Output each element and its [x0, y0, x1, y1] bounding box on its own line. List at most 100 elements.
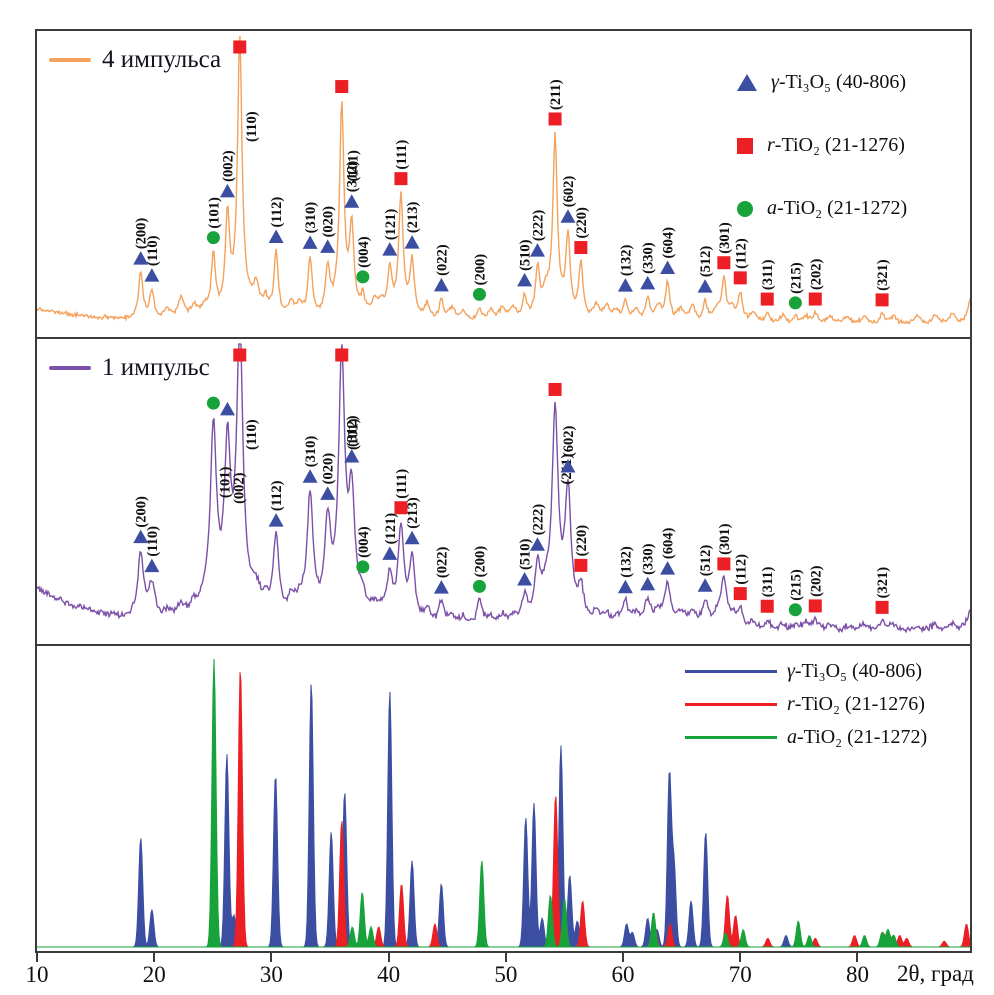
- hkl-peak-label: (004): [356, 236, 372, 268]
- anatase-TiO2-marker-circle-icon: [206, 231, 220, 245]
- rutile-TiO2-marker-square-icon: [875, 293, 889, 307]
- phase-legend-label: r-TiO₂ (21-1276): [767, 134, 905, 157]
- gamma-Ti3O5-marker-triangle-icon: [697, 279, 713, 293]
- gamma-Ti3O5-marker-triangle-icon: [133, 529, 149, 544]
- panel-1-pulse: (200) (110) (101) (002) (110) (112) (310) (020)…: [37, 337, 970, 644]
- x-axis-tick: [270, 953, 273, 962]
- xrd-pattern-4-pulses: (200)(110)(101)(002)(110)(112) (310) (020)…: [37, 35, 970, 325]
- legend-line-swatch: [49, 366, 91, 370]
- anatase-TiO2-marker-circle-icon: [472, 287, 486, 301]
- hkl-peak-label: (022): [434, 244, 450, 276]
- hkl-peak-label: (311): [760, 259, 776, 290]
- anatase-TiO2-marker-circle-icon: [356, 270, 370, 284]
- hkl-peak-label: (311): [760, 566, 776, 597]
- rutile-TiO2-marker-square-icon: [717, 557, 731, 571]
- diffraction-curve: [37, 343, 970, 634]
- hkl-peak-label: (330): [641, 543, 657, 575]
- rutile-TiO2-marker-square-icon: [875, 600, 889, 614]
- hkl-peak-label: (222): [530, 210, 546, 242]
- hkl-peak-label: (200): [472, 546, 488, 578]
- phase-name: -Ti₃O₅ (40-806): [778, 71, 906, 93]
- gamma-Ti3O5-marker-triangle-icon: [640, 275, 656, 290]
- phase-legend-row: γ-Ti₃O₅ (40-806): [737, 71, 907, 94]
- anatase-TiO2-marker-circle-icon: [206, 396, 220, 410]
- x-axis-tick: [739, 953, 742, 962]
- hkl-peak-label: (132): [618, 546, 634, 578]
- phase-legend-markers: γ-Ti₃O₅ (40-806) r-TiO₂ (21-1276) a -TiO₂ (…: [737, 71, 907, 260]
- x-axis-tick: [622, 953, 625, 962]
- hkl-peak-label: (312): [345, 161, 361, 193]
- hkl-peak-label: (602): [561, 425, 577, 457]
- rutile-TiO2-marker-square-icon: [548, 382, 562, 396]
- hkl-peak-label: (510): [518, 538, 534, 570]
- hkl-peak-label: (202): [808, 258, 824, 290]
- gamma-Ti3O5-marker-triangle-icon: [404, 530, 420, 545]
- hkl-peak-label: (101): [346, 150, 362, 182]
- hkl-peak-label: (321): [875, 259, 891, 291]
- x-axis-tick: [856, 953, 859, 962]
- x-axis-tick-label: 50: [494, 962, 518, 987]
- hkl-peak-label: (110): [244, 111, 260, 142]
- gamma-Ti3O5-marker-triangle-icon: [660, 260, 676, 274]
- rutile-TiO2-marker-square-icon: [233, 348, 247, 362]
- gamma-Ti3O5-marker-triangle-icon: [737, 74, 757, 91]
- hkl-peak-label: (310): [303, 202, 319, 234]
- gamma-Ti3O5-marker-triangle-icon: [133, 251, 149, 265]
- gamma-Ti3O5-marker-triangle-icon: [268, 513, 284, 527]
- hkl-peak-label: (310): [303, 436, 319, 468]
- gamma-Ti3O5-marker-triangle-icon: [617, 278, 633, 292]
- hkl-peak-label: (510): [518, 239, 534, 271]
- rutile-TiO2-marker-square-icon: [733, 587, 747, 601]
- x-axis-tick-label: 10: [25, 962, 49, 987]
- phase-legend-label: a-TiO₂ (21-1272): [787, 726, 927, 749]
- phase-legend-label: γ-Ti₃O₅ (40-806): [787, 660, 922, 683]
- phase-legend-lines: γ-Ti₃O₅ (40-806) r-TiO₂ (21-1276) a-TiO₂ (…: [685, 660, 927, 759]
- anatase-TiO2-marker-circle-icon: [737, 200, 753, 217]
- x-axis-tick-label: 60: [611, 962, 635, 987]
- rutile-TiO2-marker-square-icon: [574, 558, 588, 572]
- phase-name: -TiO₂ (21-1276): [774, 134, 905, 156]
- hkl-peak-label: (020): [321, 206, 337, 238]
- gamma-Ti3O5-marker-triangle-icon: [660, 561, 676, 575]
- hkl-peak-label: (020): [321, 453, 337, 485]
- hkl-peak-label: (112): [733, 554, 749, 585]
- gamma-Ti3O5-marker-triangle-icon: [302, 235, 318, 249]
- hkl-peak-label: (112): [269, 197, 285, 228]
- legend-label-4-pulses: 4 импульса: [102, 46, 222, 73]
- hkl-peak-label: (312): [345, 415, 361, 447]
- hkl-peak-label: (002): [231, 472, 247, 504]
- hkl-peak-label: (220): [574, 207, 590, 239]
- rutile-TiO2-marker-square-icon: [394, 172, 408, 186]
- curve-legend-4-pulses: 4 импульса: [49, 47, 221, 73]
- gamma-Ti3O5-marker-triangle-icon: [219, 183, 235, 198]
- diffraction-curve: [37, 35, 970, 325]
- gamma-Ti3O5-marker-triangle-icon: [560, 209, 576, 223]
- hkl-peak-label: (602): [561, 176, 577, 208]
- x-axis-tick: [387, 953, 390, 962]
- hkl-peak-label: (022): [434, 547, 450, 579]
- phase-legend-label: γ-Ti₃O₅ (40-806): [771, 71, 906, 94]
- reference-sticks-a_TiO2: [37, 658, 970, 948]
- gamma-Ti3O5-marker-triangle-icon: [320, 486, 336, 500]
- hkl-peak-label: (110): [145, 526, 161, 557]
- phase-legend-row: r-TiO₂ (21-1276): [737, 134, 907, 157]
- hkl-peak-label: (321): [875, 567, 891, 599]
- phase-prefix: a: [767, 197, 777, 219]
- x-axis-tick: [504, 953, 507, 962]
- rutile-TiO2-marker-square-icon: [737, 137, 753, 154]
- x-axis-tick-label: 40: [377, 962, 401, 987]
- phase-prefix: γ: [771, 71, 779, 93]
- x-axis-tick-label: 30: [259, 962, 283, 987]
- rutile-TiO2-marker-square-icon: [335, 348, 349, 362]
- gamma-Ti3O5-marker-triangle-icon: [433, 277, 449, 292]
- gamma-Ti3O5-marker-triangle-icon: [144, 558, 160, 573]
- phase-prefix: r: [767, 134, 775, 156]
- hkl-peak-label: (604): [661, 227, 677, 259]
- phase-legend-row: a-TiO₂ (21-1272): [685, 726, 927, 749]
- x-axis-tick-label: 80: [845, 962, 869, 987]
- rutile-TiO2-marker-square-icon: [717, 256, 731, 270]
- gamma-Ti3O5-marker-triangle-icon: [344, 194, 360, 208]
- anatase-TiO2-marker-circle-icon: [788, 296, 802, 310]
- hkl-peak-label: (512): [698, 246, 714, 278]
- reference-stick-patterns: [37, 658, 970, 948]
